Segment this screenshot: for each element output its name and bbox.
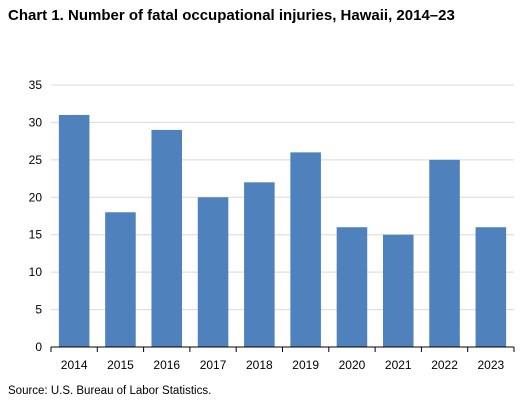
bar-2021 [382, 234, 414, 347]
x-tick-label: 2017 [200, 358, 227, 372]
y-tick-label: 15 [29, 228, 43, 242]
bar-2023 [475, 227, 507, 347]
axes [50, 346, 515, 352]
y-tick-labels: 0 5 10 15 20 25 30 35 [29, 78, 43, 354]
y-tick-label: 10 [29, 265, 43, 279]
bar-2019 [290, 152, 321, 347]
bar-2018 [244, 182, 275, 347]
y-tick-label: 0 [35, 340, 42, 354]
bar-2016 [151, 129, 183, 347]
y-tick-label: 35 [29, 78, 43, 92]
x-tick-label: 2019 [292, 358, 319, 372]
bar-2014 [58, 114, 90, 347]
bars [58, 114, 507, 347]
y-tick-label: 30 [29, 115, 43, 129]
bar-2020 [336, 227, 368, 347]
x-tick-label: 2018 [246, 358, 273, 372]
x-tick-label: 2021 [385, 358, 412, 372]
x-tick-label: 2016 [153, 358, 180, 372]
y-tick-label: 25 [29, 153, 43, 167]
x-tick-label: 2022 [431, 358, 458, 372]
x-tick-labels: 2014 2015 2016 2017 2018 2019 2020 2021 2022 2023 [61, 358, 505, 372]
x-tick-label: 2020 [339, 358, 366, 372]
y-tick-label: 5 [35, 303, 42, 317]
x-tick-label: 2014 [61, 358, 88, 372]
bar-2015 [105, 212, 136, 347]
y-tick-label: 20 [29, 190, 43, 204]
source-note: Source: U.S. Bureau of Labor Statistics. [8, 385, 212, 397]
x-tick-label: 2023 [477, 358, 504, 372]
chart-title: Chart 1. Number of fatal occupational in… [8, 7, 455, 24]
x-tick-label: 2015 [107, 358, 134, 372]
bar-2022 [429, 159, 460, 347]
bar-2017 [197, 197, 229, 347]
